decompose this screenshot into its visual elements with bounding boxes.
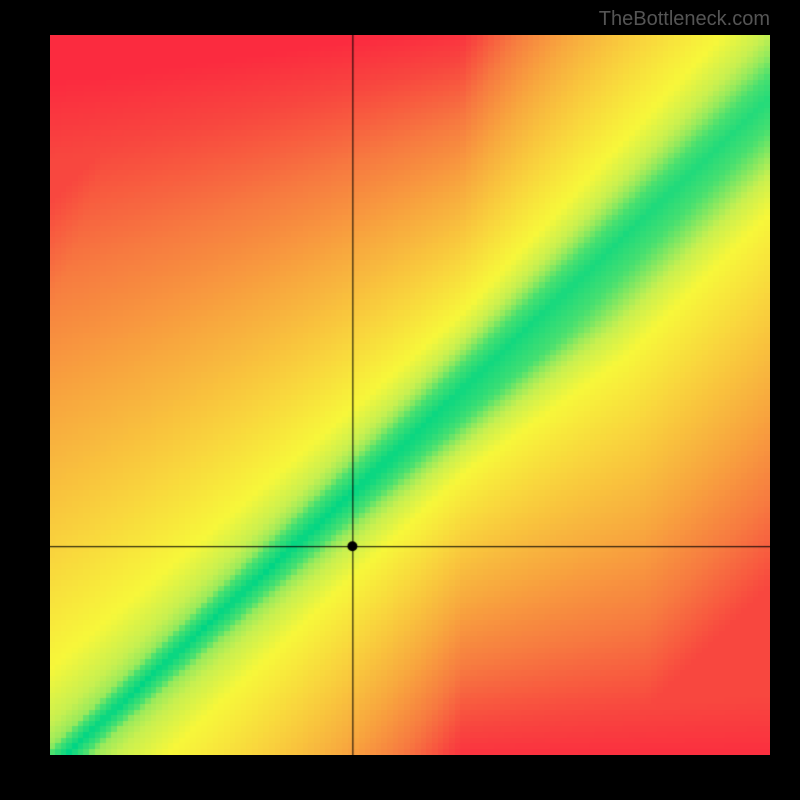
watermark-text: TheBottleneck.com	[599, 8, 770, 31]
heatmap-plot	[50, 35, 770, 755]
heatmap-canvas	[50, 35, 770, 755]
